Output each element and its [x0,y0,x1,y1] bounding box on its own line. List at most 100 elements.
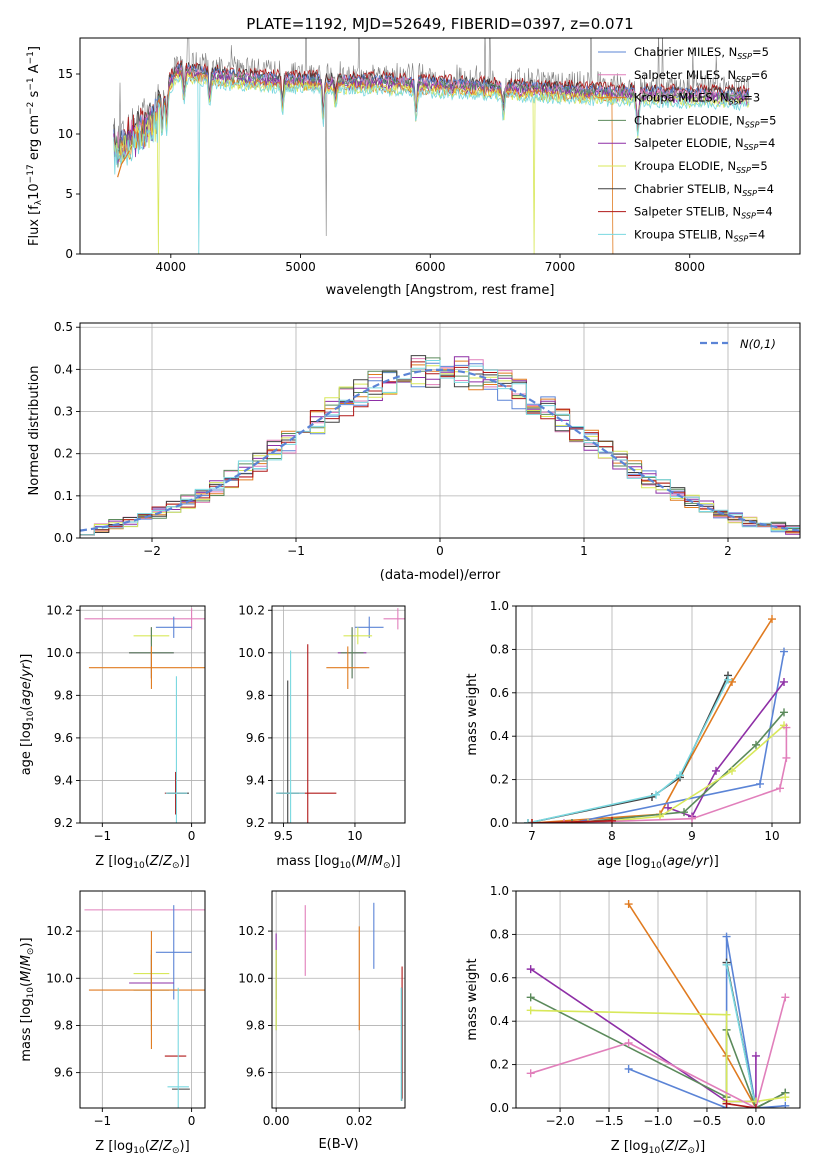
x-tick-label: −2.0 [545,1114,574,1128]
series-marker [768,615,776,624]
x-tick-label: 0.0 [746,1114,765,1128]
series-marker [524,819,532,823]
model-spectrum-kroupa-miles-blue [117,150,130,178]
series-marker [782,723,791,732]
legend: Chabrier MILES, NSSP=5 Salpeter MILES, NS… [598,45,776,243]
y-tick-label: 10 [58,127,73,141]
x-tick-label: 9 [688,829,696,843]
axis-label: Z [log10(Z/Z⊙)] [95,854,189,871]
x-tick-label: 5000 [285,260,316,274]
x-tick-label: −1.0 [643,1114,672,1128]
errorbar-kroupa-miles [88,646,205,689]
age-vs-mass-panel: 9.5 10 9.2 9.4 9.6 9.8 10.0 10.2 mass [log10(M/M… [238,603,406,871]
axis-label: age [log10(age/yr)] [597,854,719,871]
x-axis-label: E(B-V) [318,1137,358,1152]
series-marker [584,819,592,823]
series-line [726,1102,757,1108]
errorbar-kroupa-stelib [167,987,189,1108]
residual-histogram-panel: N(0,1) −2 −1 0 1 2 0.0 0.1 0.2 0.3 0.4 0.5 (data-mod… [27,320,801,583]
y-tick-label: 10.2 [46,603,73,617]
series-marker [624,900,633,909]
x-tick-label: 7 [528,829,536,843]
y-axis-label: mass weight [465,673,480,755]
y-tick-label: 9.6 [246,731,265,745]
model-spectrum-salpeter-miles [113,66,750,164]
series-marker [781,1093,790,1102]
y-tick-label: 9.8 [54,688,73,702]
errorbar-chabrier-miles [354,616,384,638]
errorbar-kroupa-miles [88,931,205,1050]
y-tick-label: 9.8 [54,1018,73,1032]
series-marker [526,1006,535,1015]
axes-frame [271,605,406,824]
y-axis-label: mass weight [465,958,480,1040]
y-axis-label: Normed distribution [27,366,42,496]
series-line [725,964,757,1108]
series-line [527,679,729,823]
series-marker [664,803,672,812]
y-tick-label: 9.2 [54,816,73,830]
x-axis-label: wavelength [Angstrom, rest frame] [326,283,555,298]
reference-normal-curve [80,368,800,532]
y-tick-label: 0.2 [490,773,509,787]
series-marker [722,932,731,941]
series-marker [728,766,736,775]
legend-label-chabrier-stelib: Chabrier STELIB, NSSP=4 [634,182,774,198]
x-tick-label: −1 [93,1114,111,1128]
series-chabrier-miles [568,647,788,823]
x-tick-label: 9.5 [274,829,293,843]
series-marker [712,766,720,775]
series-salpeter-elodie [526,965,760,1106]
legend-label-kroupa-elodie: Kroupa ELODIE, NSSP=5 [634,159,768,175]
y-tick-label: 0.0 [490,1101,509,1115]
x-tick-label: 0 [436,544,444,558]
axes-frame [271,890,406,1109]
x-tick-label: 0 [188,1114,196,1128]
y-tick-label: 9.2 [246,816,265,830]
x-tick-label: 10 [764,829,779,843]
x-tick-label: −1 [287,544,305,558]
axis-label: mass [log10(M/M⊙)] [276,854,400,871]
mass-vs-metallicity-panel: −1 0 9.6 9.8 10.0 10.2 Z [log10(Z/Z⊙)] mass [lo… [19,890,206,1156]
overlay: Chabrier MILES, NSSP=5 Salpeter MILES, NS… [598,45,776,243]
y-tick-label: 10.2 [238,924,265,938]
legend-label-kroupa-miles: Kroupa MILES, NSSP=3 [634,91,760,107]
figure-title: PLATE=1192, MJD=52649, FIBERID=0397, z=0… [246,15,633,33]
y-tick-label: 9.6 [54,1066,73,1080]
y-tick-label: 0.5 [54,320,73,334]
y-tick-label: 0.3 [54,405,73,419]
plot-area [84,905,205,1108]
legend-label-salpeter-miles: Salpeter MILES, NSSP=6 [634,68,768,84]
y-tick-label: 0.6 [490,686,509,700]
y-tick-label: 0.0 [54,531,73,545]
x-tick-label: 0.00 [263,1114,290,1128]
y-tick-label: 10.0 [238,646,265,660]
y-tick-label: 0.4 [490,729,509,743]
axes-frame [515,605,801,824]
errorbar-kroupa-miles [326,646,370,689]
axes-frame [79,37,801,255]
plot-area [275,902,403,1101]
series-marker [756,779,764,788]
series-marker [752,740,760,749]
y-tick-label: 9.8 [246,1018,265,1032]
plot-area [276,608,405,823]
mass-vs-ebv-panel: 0.00 0.02 9.6 9.8 10.0 10.2 E(B-V) [238,890,406,1152]
series-salpeter-stelib [722,1099,760,1108]
series-marker [680,808,688,817]
age-vs-metallicity-panel: −1 0 9.2 9.4 9.6 9.8 10.0 10.2 Z [log10(Z/Z⊙)] ag… [19,603,206,871]
series-kroupa-stelib [524,675,732,823]
errorbar-salpeter-miles [84,608,205,630]
errorbar-kroupa-elodie [343,627,373,645]
series-marker [568,819,576,823]
y-tick-label: 0.1 [54,489,73,503]
overlay: N(0,1) [700,337,776,351]
axis-label: Flux [fλ10−17 erg cm−2 s−1 A−1] [26,46,44,246]
series-marker [624,1064,633,1073]
series-marker [560,819,568,823]
axis-label: age [log10(age/yr)] [19,654,36,776]
x-tick-label: 0.02 [346,1114,373,1128]
y-tick-label: 0.0 [490,816,509,830]
y-tick-label: 9.8 [246,688,265,702]
